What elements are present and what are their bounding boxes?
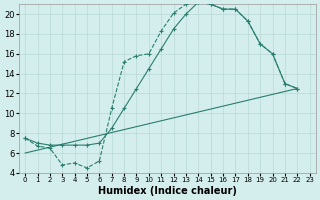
X-axis label: Humidex (Indice chaleur): Humidex (Indice chaleur) [98,186,237,196]
